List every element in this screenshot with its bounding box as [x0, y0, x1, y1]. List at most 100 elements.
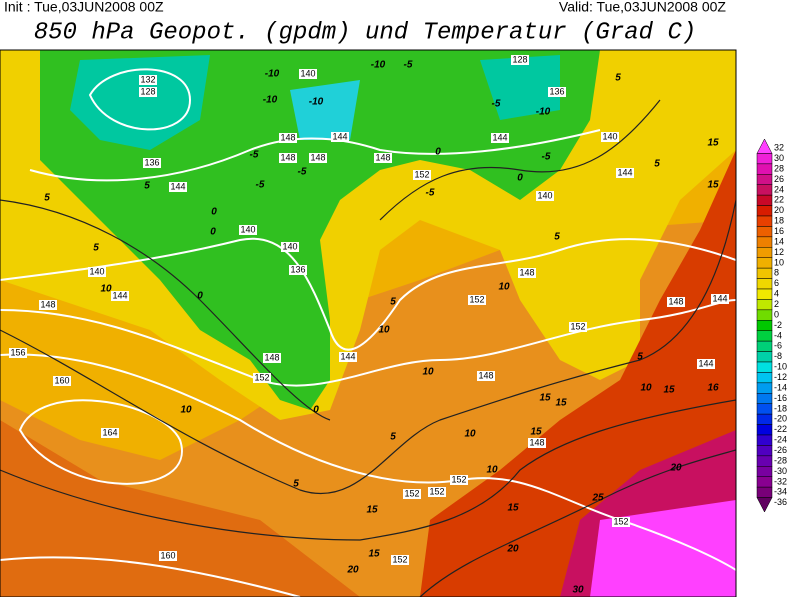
- label-box: [450, 475, 468, 485]
- temperature-label: 10: [378, 325, 390, 336]
- colorbar-cell: [756, 424, 773, 436]
- temperature-label: 15: [368, 549, 380, 560]
- temperature-label: -5: [492, 99, 501, 110]
- temperature-label: 5: [637, 352, 643, 363]
- colorbar-cell: [756, 257, 773, 269]
- label-box: [279, 133, 297, 143]
- colorbar-cell: [756, 247, 773, 258]
- temperature-label: -5: [298, 167, 307, 178]
- geopotential-label: 148: [40, 299, 55, 309]
- colorbar-cell: [756, 138, 773, 154]
- geopotential-label: 152: [429, 486, 444, 496]
- isotherm: [379, 99, 661, 221]
- colorbar-cell: [756, 309, 773, 321]
- colorbar-cell: [756, 267, 773, 279]
- label-box: [569, 322, 587, 332]
- label-box: [468, 295, 486, 305]
- colorbar-label: -26: [774, 445, 787, 455]
- contour-labels: 1321281361441401441481561601641601401481…: [9, 54, 729, 596]
- label-box: [612, 517, 630, 527]
- geopotential-label: 152: [404, 488, 419, 498]
- colorbar-cell: [756, 236, 773, 248]
- geopotential-label: 140: [282, 241, 297, 251]
- colorbar-label: 10: [774, 257, 784, 267]
- temperature-label: 15: [663, 385, 675, 396]
- colorbar-cell: [756, 466, 773, 477]
- colorbar-label: 32: [774, 143, 784, 153]
- temperature-label: 5: [554, 232, 560, 243]
- geopotential-label: 128: [140, 86, 155, 96]
- colorbar-cell: [756, 184, 773, 196]
- label-box: [339, 352, 357, 362]
- label-box: [391, 555, 409, 565]
- colorbar-label: 24: [774, 184, 784, 194]
- atlantic-field: [0, 420, 360, 597]
- colorbar-cell: [756, 361, 773, 373]
- colorbar-label: 0: [774, 309, 779, 319]
- geopotential-label: 148: [519, 267, 534, 277]
- temperature-label: 15: [555, 398, 567, 409]
- temperature-label: 10: [486, 465, 498, 476]
- colorbar-cell: [756, 288, 773, 300]
- temperature-label: 20: [346, 565, 359, 576]
- colorbar-cell: [756, 174, 773, 185]
- label-box: [139, 75, 157, 85]
- cold-core-north: [290, 80, 360, 140]
- geopotential-label: 144: [712, 293, 727, 303]
- temperature-label: 0: [211, 207, 217, 218]
- label-box: [159, 551, 177, 561]
- label-box: [101, 428, 119, 438]
- colorbar-cell: [756, 434, 773, 446]
- temperature-label: 15: [366, 505, 378, 516]
- geopotential-label: 152: [392, 554, 407, 564]
- temperature-label: 10: [422, 367, 434, 378]
- geopotential-label: 148: [310, 152, 325, 162]
- colorbar-cell: [756, 215, 773, 227]
- label-box: [111, 291, 129, 301]
- temperature-label: 5: [44, 193, 50, 204]
- temperature-label: 0: [210, 227, 216, 238]
- label-box: [491, 133, 509, 143]
- label-box: [53, 376, 71, 386]
- geopotential-contour: [88, 68, 192, 131]
- temperature-label: 15: [707, 180, 719, 191]
- colorbar-label: -34: [774, 487, 787, 497]
- colorbar-cell: [756, 320, 773, 331]
- label-box: [39, 300, 57, 310]
- label-box: [299, 69, 317, 79]
- colorbar-cell: [756, 413, 773, 425]
- geopotential-label: 160: [54, 375, 69, 385]
- colorbar-label: 18: [774, 216, 784, 226]
- geopotential-label: 128: [512, 54, 527, 64]
- label-box: [428, 487, 446, 497]
- temperature-label: 16: [707, 383, 719, 394]
- colorbar-label: -32: [774, 476, 787, 486]
- geopotential-label: 152: [451, 474, 466, 484]
- colorbar-label: -6: [774, 341, 782, 351]
- label-box: [374, 153, 392, 163]
- temperature-label: 0: [517, 173, 523, 184]
- colorbar-cell: [756, 486, 773, 498]
- geopotential-contour: [29, 129, 601, 182]
- label-box: [263, 353, 281, 363]
- geopotential-label: 152: [414, 169, 429, 179]
- label-box: [711, 294, 729, 304]
- geopotential-contour: [0, 353, 736, 571]
- label-box: [616, 168, 634, 178]
- colorbar-label: -20: [774, 414, 787, 424]
- colorbar-cell: [756, 330, 773, 342]
- label-box: [239, 225, 257, 235]
- geopotential-label: 140: [537, 190, 552, 200]
- label-box: [253, 373, 271, 383]
- temperature-label: 5: [93, 243, 99, 254]
- colorbar-label: -30: [774, 466, 787, 476]
- temperature-label: 15: [530, 427, 542, 438]
- colorbar-label: -8: [774, 351, 782, 361]
- geopotential-label: 156: [10, 347, 25, 357]
- geopotential-label: 148: [280, 152, 295, 162]
- colorbar-label: -24: [774, 435, 787, 445]
- colorbar-label: 20: [774, 205, 784, 215]
- label-box: [667, 297, 685, 307]
- colorbar-cell: [756, 194, 773, 206]
- temperature-label: 15: [539, 393, 551, 404]
